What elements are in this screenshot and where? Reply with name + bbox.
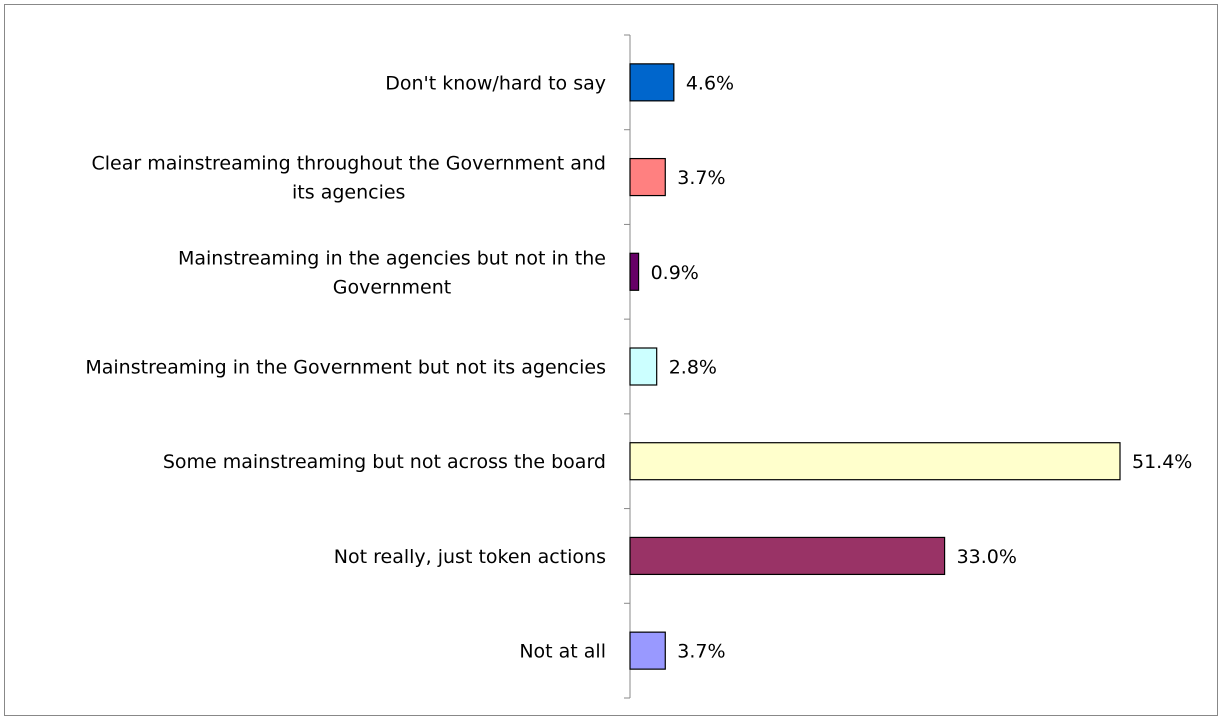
value-label: 3.7% <box>677 641 725 663</box>
category-label: Not at all <box>519 641 606 663</box>
category-label: Mainstreaming in the agencies but not in… <box>178 247 606 269</box>
chart-frame <box>4 4 1218 716</box>
bar <box>629 157 666 197</box>
value-label: 51.4% <box>1132 451 1192 473</box>
category-label: its agencies <box>292 182 405 204</box>
category-label: Don't know/hard to say <box>385 72 606 94</box>
value-label: 4.6% <box>686 72 734 94</box>
bars <box>629 63 1121 670</box>
category-label: Government <box>333 276 452 298</box>
value-label: 2.8% <box>669 357 717 379</box>
category-label: Some mainstreaming but not across the bo… <box>163 451 606 473</box>
bar <box>629 252 640 291</box>
category-label: Mainstreaming in the Government but not … <box>85 357 606 379</box>
bar <box>629 442 1121 481</box>
bar <box>629 631 666 670</box>
category-label: Not really, just token actions <box>334 546 606 568</box>
y-axis <box>624 34 631 699</box>
value-label: 33.0% <box>957 546 1017 568</box>
category-label: Clear mainstreaming throughout the Gover… <box>91 153 606 175</box>
category-labels: Don't know/hard to say Clear mainstreamin… <box>85 72 606 662</box>
bar <box>629 63 675 102</box>
bar <box>629 347 658 386</box>
value-label: 3.7% <box>677 167 725 189</box>
bar <box>629 536 946 576</box>
value-label: 0.9% <box>651 262 699 284</box>
value-labels: 4.6% 3.7% 0.9% 2.8% 51.4% 33.0% 3.7% <box>651 72 1193 662</box>
